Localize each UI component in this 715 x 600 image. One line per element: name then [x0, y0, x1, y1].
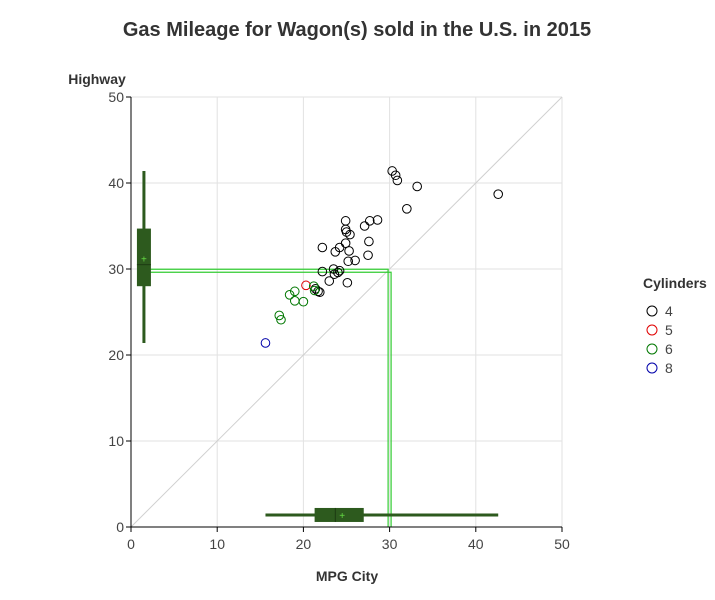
data-point-4-cyl — [412, 181, 422, 192]
mean-line — [138, 271, 392, 527]
mean-lines — [138, 268, 392, 527]
data-point-4-cyl — [334, 265, 345, 276]
data-point-4-cyl — [372, 215, 383, 225]
data-point-4-cyl — [392, 175, 403, 186]
legend-marker-5 — [646, 324, 658, 336]
data-point-6-cyl — [274, 310, 285, 321]
legend-label-6: 6 — [665, 341, 673, 357]
data-point-4-cyl — [344, 246, 354, 256]
data-point-4-cyl — [329, 269, 340, 279]
data-point-4-cyl — [363, 250, 373, 261]
x-tick-label: 50 — [554, 536, 570, 552]
data-point-4-cyl — [364, 216, 375, 226]
y-tick-label: 20 — [108, 347, 124, 363]
data-point-4-cyl — [402, 204, 412, 214]
data-point-4-cyl — [341, 227, 352, 237]
chart-title: Gas Mileage for Wagon(s) sold in the U.S… — [123, 19, 591, 41]
x-boxplot-mean-marker: + — [339, 511, 345, 522]
data-point-4-cyl — [340, 216, 351, 226]
y-boxplot-mean-marker: + — [141, 255, 147, 266]
data-point-6-cyl — [276, 314, 286, 325]
x-axis-label: MPG City — [316, 568, 378, 584]
data-point-4-cyl — [324, 276, 335, 286]
boxplots: ++ — [136, 170, 499, 522]
legend-label-4: 4 — [665, 303, 673, 319]
data-points — [260, 166, 504, 348]
x-tick-label: 30 — [382, 536, 398, 552]
x-tick-label: 20 — [296, 536, 312, 552]
legend: Cylinders 4 5 6 8 — [643, 275, 707, 376]
data-point-5-cyl — [301, 280, 311, 291]
data-point-4-cyl — [317, 242, 328, 253]
y-axis-label: Highway — [68, 71, 126, 87]
data-point-8-cyl — [260, 338, 271, 348]
data-point-6-cyl — [289, 296, 300, 306]
data-point-6-cyl — [298, 296, 309, 307]
data-point-4-cyl — [345, 229, 355, 240]
x-boxplot-box — [314, 507, 364, 522]
data-point-6-cyl — [308, 281, 319, 292]
y-tick-label: 40 — [108, 175, 124, 191]
data-point-4-cyl — [314, 287, 325, 298]
grid-lines — [130, 96, 563, 528]
data-point-4-cyl — [343, 256, 354, 267]
diagonal-reference-line — [130, 96, 563, 528]
x-tick-label: 40 — [468, 536, 484, 552]
data-point-4-cyl — [350, 255, 360, 266]
data-point-4-cyl — [390, 170, 401, 181]
legend-title: Cylinders — [643, 275, 707, 291]
legend-label-5: 5 — [665, 322, 673, 338]
data-point-4-cyl — [342, 277, 353, 288]
y-tick-label: 30 — [108, 261, 124, 277]
legend-marker-8 — [646, 362, 658, 374]
axes: 0 10 20 30 40 50 0 10 20 30 40 50 — [108, 89, 570, 552]
x-tick-label: 10 — [209, 536, 225, 552]
reference-line — [130, 96, 563, 528]
data-point-4-cyl — [364, 236, 374, 247]
data-point-6-cyl — [309, 285, 320, 296]
x-tick-label: 0 — [127, 536, 135, 552]
data-point-4-cyl — [330, 247, 341, 257]
legend-label-8: 8 — [665, 360, 673, 376]
legend-marker-4 — [646, 305, 658, 317]
data-point-4-cyl — [359, 221, 370, 231]
mean-line — [138, 268, 389, 527]
y-tick-label: 10 — [108, 433, 124, 449]
y-boxplot-box — [136, 228, 151, 287]
data-point-6-cyl — [284, 290, 295, 300]
data-point-4-cyl — [317, 266, 328, 277]
data-point-4-cyl — [493, 189, 504, 199]
legend-marker-6 — [646, 343, 658, 355]
y-tick-label: 50 — [108, 89, 124, 105]
data-point-6-cyl — [289, 286, 300, 297]
y-tick-label: 0 — [116, 519, 124, 535]
